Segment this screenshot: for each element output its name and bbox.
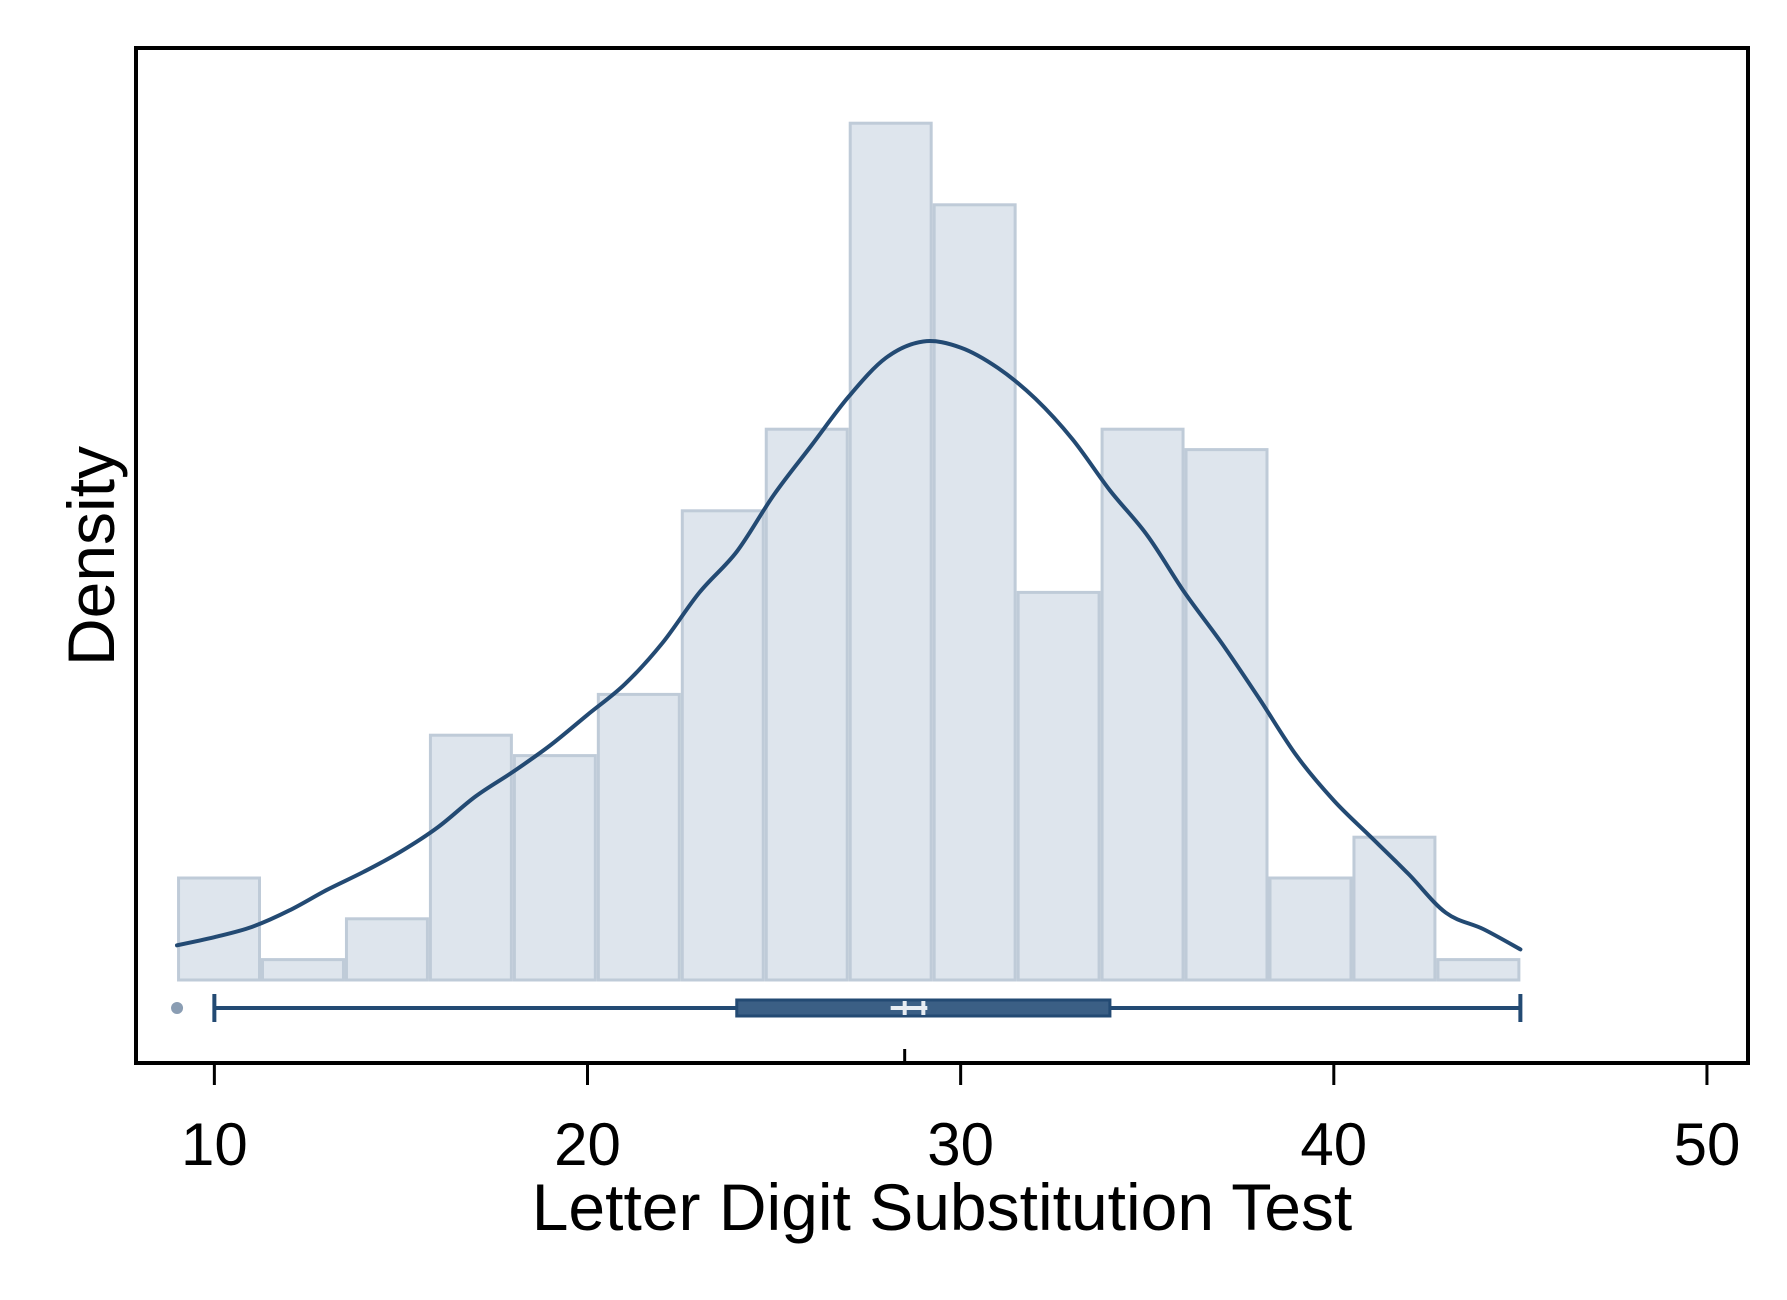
x-tick-label: 10 [181, 1111, 248, 1178]
histogram-bar [261, 958, 345, 982]
histogram-bar [512, 754, 597, 982]
histogram-bar [1016, 590, 1101, 982]
x-tick-label: 40 [1300, 1111, 1367, 1178]
boxplot [171, 994, 1523, 1063]
histogram-bar [1184, 448, 1269, 982]
x-tick-label: 20 [554, 1111, 621, 1178]
x-tick-label: 50 [1674, 1111, 1741, 1178]
histogram-bar [932, 203, 1017, 982]
boxplot-outlier [171, 1002, 184, 1014]
histogram-bars [177, 121, 1521, 982]
x-axis-title: Letter Digit Substitution Test [532, 1170, 1353, 1244]
histogram-bar [596, 692, 681, 982]
histogram-bar [1100, 427, 1185, 982]
histogram-bar [1436, 958, 1521, 982]
x-axis: 10 20 30 40 50 [181, 1063, 1740, 1178]
histogram-bar [1268, 876, 1353, 982]
density-curve [175, 339, 1523, 952]
histogram-bar [764, 427, 849, 982]
y-axis-title: Density [54, 446, 128, 666]
histogram-bar [680, 509, 765, 982]
histogram-bar [344, 917, 429, 982]
histogram-bar [428, 733, 513, 982]
plot-frame [134, 46, 1750, 1065]
histogram-bar [848, 121, 933, 982]
x-tick-label: 30 [927, 1111, 994, 1178]
